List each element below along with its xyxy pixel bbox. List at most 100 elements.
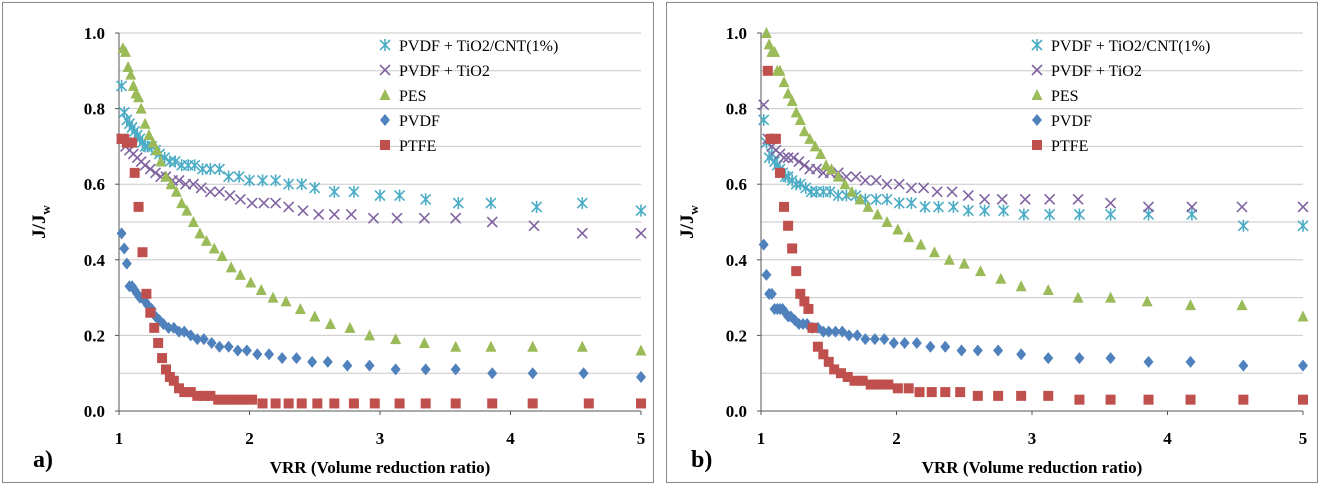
data-point	[996, 193, 1008, 205]
data-point	[854, 193, 866, 205]
data-point	[129, 167, 140, 178]
data-point	[803, 303, 814, 314]
data-point	[119, 242, 130, 255]
data-point	[255, 284, 267, 296]
gridlines	[761, 32, 1303, 374]
data-point	[270, 197, 282, 209]
data-point	[153, 337, 164, 348]
data-point	[798, 159, 810, 171]
data-point	[531, 200, 543, 213]
data-point	[528, 220, 540, 232]
data-point	[328, 208, 340, 221]
data-point	[825, 163, 837, 175]
data-point	[390, 363, 401, 376]
chart-panel-b: 0.0 0.2 0.4 0.6 0.8 1.0 1 2 3 4 5 VRR (Volume reduc…	[666, 2, 1318, 483]
data-point	[198, 390, 209, 401]
data-point	[881, 193, 893, 206]
data-point	[189, 159, 201, 172]
data-point	[840, 171, 852, 183]
data-point	[1105, 394, 1116, 405]
data-point	[1185, 355, 1196, 368]
data-point	[329, 398, 340, 409]
series-3	[116, 227, 646, 383]
chart-panel-a: 0.0 0.2 0.4 0.6 0.8 1.0 1 2 3 4 5 VRR (Volume reduc…	[2, 2, 654, 483]
data-point	[187, 178, 199, 190]
data-point	[485, 197, 497, 210]
data-point	[892, 383, 903, 394]
data-point	[364, 329, 376, 341]
data-point	[213, 394, 224, 405]
data-point	[766, 287, 777, 300]
data-point	[1297, 310, 1309, 322]
data-point	[312, 398, 323, 409]
data-point	[452, 197, 464, 210]
data-point	[962, 189, 974, 202]
data-point	[1238, 359, 1249, 372]
data-point	[993, 344, 1004, 357]
data-point	[812, 341, 823, 352]
data-point	[807, 322, 818, 333]
data-point	[1044, 193, 1056, 205]
data-point	[995, 272, 1007, 284]
data-point	[786, 95, 798, 107]
data-point	[975, 265, 987, 277]
data-point	[1237, 219, 1249, 232]
data-point	[1141, 295, 1153, 307]
data-point	[1298, 394, 1308, 405]
data-point	[367, 212, 380, 224]
y-tick-label: 0.6	[726, 175, 747, 194]
data-point	[168, 375, 179, 386]
data-point	[225, 261, 237, 273]
series-3	[758, 238, 1308, 372]
data-point	[394, 189, 406, 202]
data-point	[224, 189, 236, 202]
data-point	[155, 155, 167, 167]
data-point	[997, 204, 1010, 217]
data-point	[176, 197, 188, 209]
data-point	[194, 227, 206, 239]
data-point	[1298, 359, 1308, 372]
data-point	[125, 68, 137, 80]
data-point	[390, 333, 402, 345]
series-1	[758, 99, 1309, 213]
data-point	[233, 170, 245, 183]
data-point	[583, 398, 594, 409]
data-point	[815, 147, 827, 159]
data-point	[185, 387, 196, 398]
legend-marker	[380, 114, 390, 126]
data-point	[374, 189, 386, 202]
data-point	[820, 159, 832, 171]
y-axis-label: J/Jw	[677, 205, 701, 239]
data-point	[869, 333, 880, 346]
data-point	[139, 159, 151, 171]
data-point	[157, 353, 168, 364]
data-point	[133, 91, 145, 103]
data-point	[758, 238, 769, 251]
data-point	[956, 344, 967, 357]
chart-b-svg: 0.0 0.2 0.4 0.6 0.8 1.0 1 2 3 4 5 VRR (Volume reduc…	[677, 24, 1309, 477]
data-point	[116, 227, 127, 240]
data-point	[192, 333, 203, 346]
y-axis-label: J/Jw	[29, 205, 53, 239]
data-point	[1238, 394, 1249, 405]
data-point	[486, 216, 498, 228]
data-point	[206, 336, 217, 349]
data-point	[216, 250, 228, 262]
data-point	[296, 178, 308, 191]
x-tick-label: 3	[1028, 429, 1037, 448]
legend-label: PES	[399, 88, 427, 105]
data-point	[780, 306, 791, 319]
data-point	[1297, 219, 1309, 232]
data-point	[770, 133, 781, 144]
data-point	[291, 352, 302, 365]
data-point	[962, 204, 974, 217]
x-tick-label: 3	[376, 429, 385, 448]
data-point	[832, 189, 844, 202]
data-point	[297, 205, 309, 217]
data-point	[364, 359, 375, 372]
data-point	[873, 379, 884, 390]
data-point	[145, 307, 156, 318]
data-point	[862, 200, 874, 212]
data-point	[972, 344, 983, 357]
data-point	[147, 136, 159, 148]
